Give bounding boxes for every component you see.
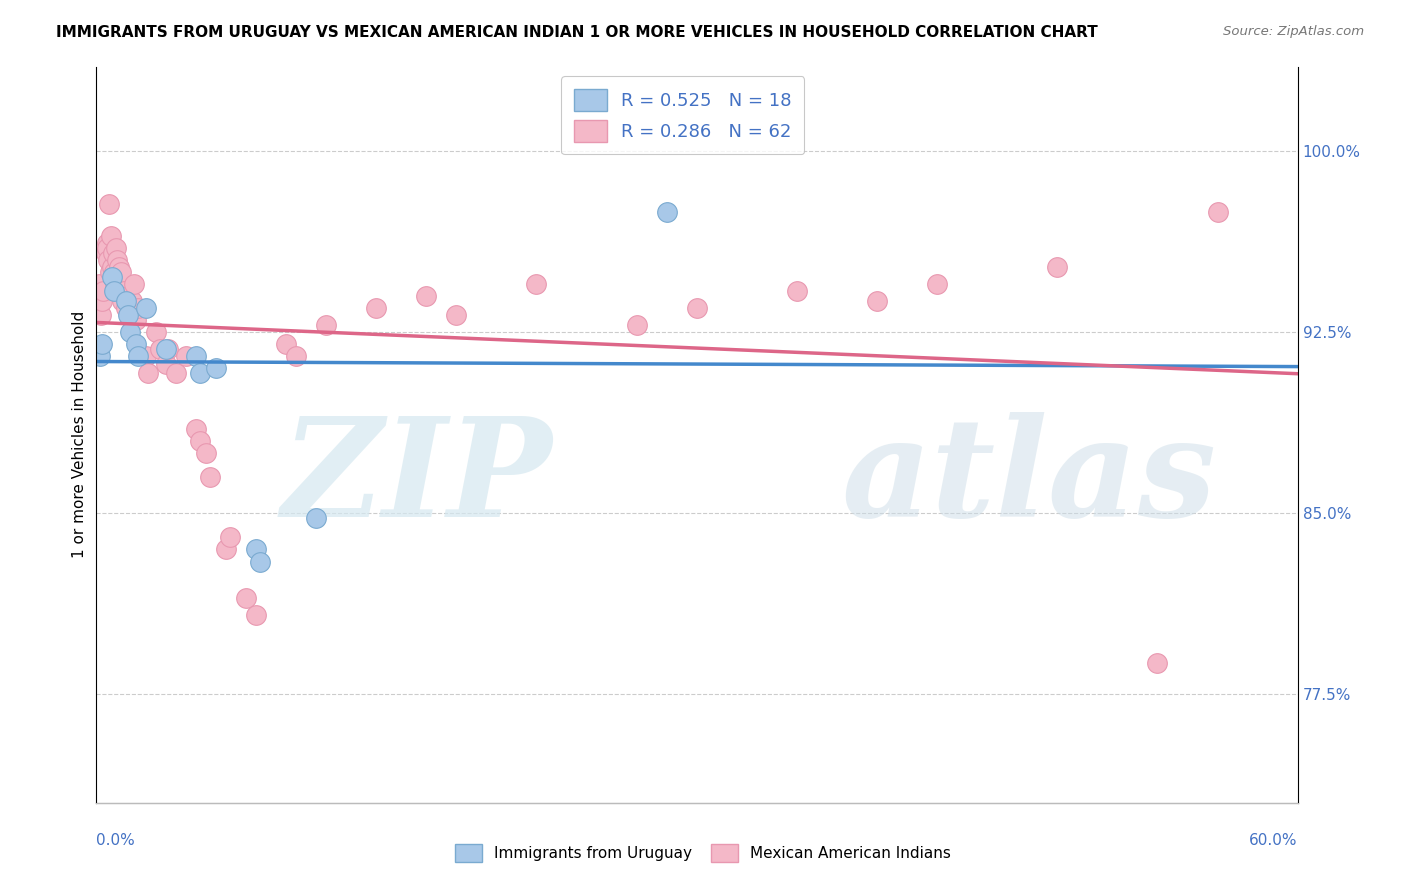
Text: atlas: atlas bbox=[841, 412, 1216, 546]
Point bbox=[135, 350, 157, 364]
Point bbox=[98, 265, 121, 279]
Point bbox=[100, 260, 122, 275]
Point bbox=[89, 350, 111, 364]
Point bbox=[124, 313, 148, 327]
Point bbox=[415, 289, 437, 303]
Point bbox=[107, 260, 129, 275]
Point bbox=[155, 357, 177, 371]
Point bbox=[124, 337, 148, 351]
Point bbox=[1146, 656, 1168, 670]
Point bbox=[194, 446, 217, 460]
Text: ZIP: ZIP bbox=[281, 412, 553, 546]
Point bbox=[135, 301, 157, 315]
Point bbox=[108, 277, 131, 291]
Point bbox=[218, 530, 240, 544]
Point bbox=[90, 309, 112, 323]
Point bbox=[184, 422, 207, 436]
Point bbox=[284, 350, 308, 364]
Point bbox=[188, 367, 211, 381]
Point bbox=[184, 350, 207, 364]
Point bbox=[205, 361, 228, 376]
Point bbox=[111, 293, 134, 308]
Point bbox=[97, 197, 120, 211]
Point bbox=[105, 252, 128, 267]
Point bbox=[112, 285, 135, 299]
Point bbox=[149, 342, 172, 356]
Point bbox=[103, 265, 125, 279]
Point bbox=[274, 337, 297, 351]
Point bbox=[96, 235, 118, 250]
Point bbox=[136, 367, 159, 381]
Point bbox=[127, 350, 149, 364]
Point bbox=[110, 265, 132, 279]
Point bbox=[1046, 260, 1069, 275]
Point bbox=[117, 289, 139, 303]
Point bbox=[87, 277, 110, 291]
Point bbox=[122, 277, 145, 291]
Point bbox=[90, 293, 112, 308]
Y-axis label: 1 or more Vehicles in Household: 1 or more Vehicles in Household bbox=[72, 311, 87, 558]
Text: 0.0%: 0.0% bbox=[96, 833, 135, 847]
Text: IMMIGRANTS FROM URUGUAY VS MEXICAN AMERICAN INDIAN 1 OR MORE VEHICLES IN HOUSEHO: IMMIGRANTS FROM URUGUAY VS MEXICAN AMERI… bbox=[56, 25, 1098, 40]
Point bbox=[215, 542, 238, 557]
Point bbox=[104, 277, 127, 291]
Point bbox=[526, 277, 548, 291]
Point bbox=[107, 269, 129, 284]
Point bbox=[145, 326, 167, 340]
Point bbox=[866, 293, 889, 308]
Point bbox=[315, 318, 337, 332]
Point bbox=[100, 228, 122, 243]
Point bbox=[100, 269, 122, 284]
Point bbox=[198, 470, 221, 484]
Point bbox=[103, 285, 125, 299]
Point bbox=[249, 555, 271, 569]
Point bbox=[305, 511, 328, 525]
Point bbox=[94, 245, 117, 260]
Point bbox=[655, 204, 678, 219]
Legend: Immigrants from Uruguay, Mexican American Indians: Immigrants from Uruguay, Mexican America… bbox=[449, 838, 957, 868]
Text: Source: ZipAtlas.com: Source: ZipAtlas.com bbox=[1223, 25, 1364, 38]
Point bbox=[786, 285, 808, 299]
Point bbox=[90, 337, 112, 351]
Point bbox=[446, 309, 468, 323]
Point bbox=[174, 350, 197, 364]
Point bbox=[235, 591, 257, 605]
Point bbox=[114, 293, 136, 308]
Point bbox=[91, 285, 114, 299]
Point bbox=[118, 326, 141, 340]
Point bbox=[117, 309, 139, 323]
Text: 60.0%: 60.0% bbox=[1250, 833, 1298, 847]
Point bbox=[927, 277, 949, 291]
Point bbox=[245, 542, 267, 557]
Point bbox=[101, 245, 124, 260]
Point bbox=[188, 434, 211, 448]
Point bbox=[121, 293, 143, 308]
Point bbox=[96, 241, 118, 255]
Point bbox=[686, 301, 709, 315]
Point bbox=[366, 301, 388, 315]
Point bbox=[118, 309, 141, 323]
Point bbox=[1206, 204, 1229, 219]
Legend: R = 0.525   N = 18, R = 0.286   N = 62: R = 0.525 N = 18, R = 0.286 N = 62 bbox=[561, 76, 804, 154]
Point bbox=[245, 607, 267, 622]
Point bbox=[127, 301, 149, 315]
Point bbox=[155, 342, 177, 356]
Point bbox=[97, 252, 120, 267]
Point bbox=[156, 342, 179, 356]
Point bbox=[626, 318, 648, 332]
Point bbox=[114, 301, 136, 315]
Point bbox=[104, 241, 127, 255]
Point bbox=[165, 367, 187, 381]
Point bbox=[89, 293, 111, 308]
